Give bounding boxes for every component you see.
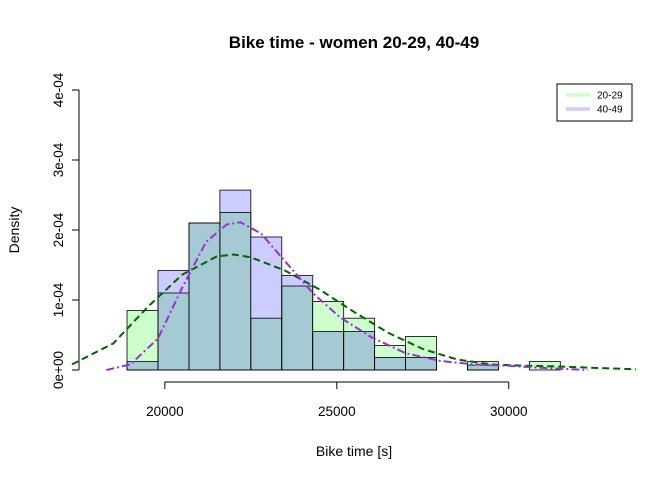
legend-label-40-49: 40-49: [597, 105, 623, 116]
x-axis-label: Bike time [s]: [316, 443, 392, 459]
density-curves: [71, 221, 637, 371]
x-tick-label-1: 25000: [318, 404, 356, 419]
bar-overlap-bin-3: [219, 212, 251, 370]
bar-overlap-bin-8: [374, 357, 406, 370]
bar-outline-40-49-bin-9: [405, 356, 437, 371]
bar-overlap-bin-9: [405, 357, 437, 370]
chart-title: Bike time - women 20-29, 40-49: [229, 33, 479, 52]
bar-20-29-bin-13: [529, 361, 561, 370]
density-curve-40-49: [106, 221, 588, 371]
density-curve-20-29: [71, 253, 637, 371]
y-tick-label-3: 3e-04: [51, 142, 66, 177]
bar-overlap-bin-5: [281, 286, 313, 370]
bar-20-29-bin-0: [127, 310, 158, 370]
y-tick-label-0: 0e+00: [51, 351, 66, 389]
legend: 20-29 40-49: [556, 83, 633, 122]
axes: 20000 25000 30000 0e+00 1e-04 2e-04 3e-04 4e-04: [51, 72, 528, 419]
bar-overlap-bin-6: [312, 331, 344, 370]
y-tick-label-2: 2e-04: [51, 212, 66, 247]
legend-label-20-29: 20-29: [597, 91, 623, 102]
bar-overlap-bin-4: [250, 318, 282, 370]
bar-overlap-bin-11: [467, 365, 499, 370]
bar-overlap-bin-0: [127, 361, 158, 370]
y-axis-label: Density: [6, 207, 22, 254]
x-tick-label-2: 30000: [490, 404, 528, 419]
y-tick-label-4: 4e-04: [51, 72, 66, 107]
bar-overlap-bin-2: [188, 223, 220, 370]
y-tick-label-1: 1e-04: [51, 282, 66, 317]
legend-box: [556, 83, 633, 122]
histogram-bars: [126, 189, 561, 371]
x-tick-label-0: 20000: [146, 404, 184, 419]
bar-overlap-bin-7: [343, 331, 375, 370]
